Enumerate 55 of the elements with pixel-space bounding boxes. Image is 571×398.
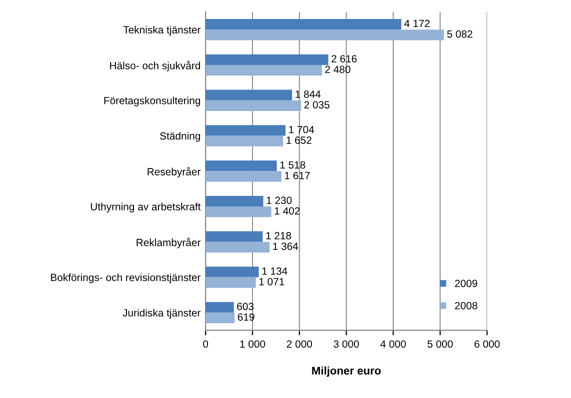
x-tick-label: 1 000: [240, 340, 266, 348]
data-label: 1 518: [280, 161, 306, 169]
bar: [206, 266, 259, 278]
data-label: 1 402: [274, 207, 300, 215]
bar: [206, 100, 302, 111]
data-label: 1 071: [259, 278, 284, 286]
data-label: 1 134: [262, 267, 288, 275]
x-axis-title: Miljoner euro: [312, 366, 381, 377]
y-tick-label: Företagskonsultering: [104, 96, 200, 106]
bar: [206, 19, 402, 30]
data-label: 2 035: [304, 101, 330, 108]
bar: [206, 136, 284, 146]
bar: [206, 231, 263, 242]
y-tick-label: Tekniska tjänster: [123, 26, 201, 36]
data-label: 2 480: [325, 66, 350, 74]
x-tick-label: 2 000: [286, 340, 312, 348]
data-label: 1 652: [286, 136, 312, 144]
x-tick-label: 6 000: [474, 340, 500, 348]
bar: [206, 65, 322, 76]
data-label: 1 364: [273, 242, 298, 250]
bar: [206, 196, 264, 207]
bar: [206, 302, 234, 313]
bar: [206, 242, 270, 253]
bar: [206, 206, 272, 218]
y-tick-label: Städning: [160, 132, 200, 142]
y-tick-label: Uthyrning av arbetskraft: [90, 202, 201, 212]
y-tick-label: Bokförings- och revisionstjänster: [51, 274, 201, 284]
bar: [206, 160, 277, 172]
y-tick-label: Resebyråer: [148, 166, 201, 178]
y-tick-label: Juridiska tjänster: [122, 308, 201, 319]
bar: [206, 171, 282, 182]
bar: [206, 54, 328, 66]
bar: [206, 277, 256, 288]
bar: [206, 312, 235, 324]
bar: [206, 90, 292, 100]
data-label: 603: [237, 302, 254, 310]
data-label: 1 844: [296, 90, 321, 98]
data-label: 1 617: [284, 172, 310, 180]
legend-label: 2009: [455, 280, 478, 288]
data-label: 1 230: [266, 196, 292, 204]
x-tick-label: 0: [203, 340, 208, 348]
data-label: 4 172: [404, 20, 430, 28]
data-label: 1 218: [266, 232, 292, 240]
data-label: 5 082: [447, 30, 472, 38]
bar: [206, 125, 286, 136]
data-label: 1 704: [289, 126, 314, 134]
data-label: 2 616: [332, 55, 357, 62]
x-tick-label: 5 000: [428, 340, 453, 348]
x-tick-label: 4 000: [380, 340, 406, 348]
y-tick-label: Hälso- och sjukvård: [110, 60, 200, 72]
bar: [206, 30, 444, 40]
y-tick-label: Reklambyråer: [136, 238, 201, 248]
x-tick-label: 3 000: [334, 340, 359, 348]
legend-label: 2008: [455, 302, 478, 310]
data-label: 619: [238, 313, 254, 321]
